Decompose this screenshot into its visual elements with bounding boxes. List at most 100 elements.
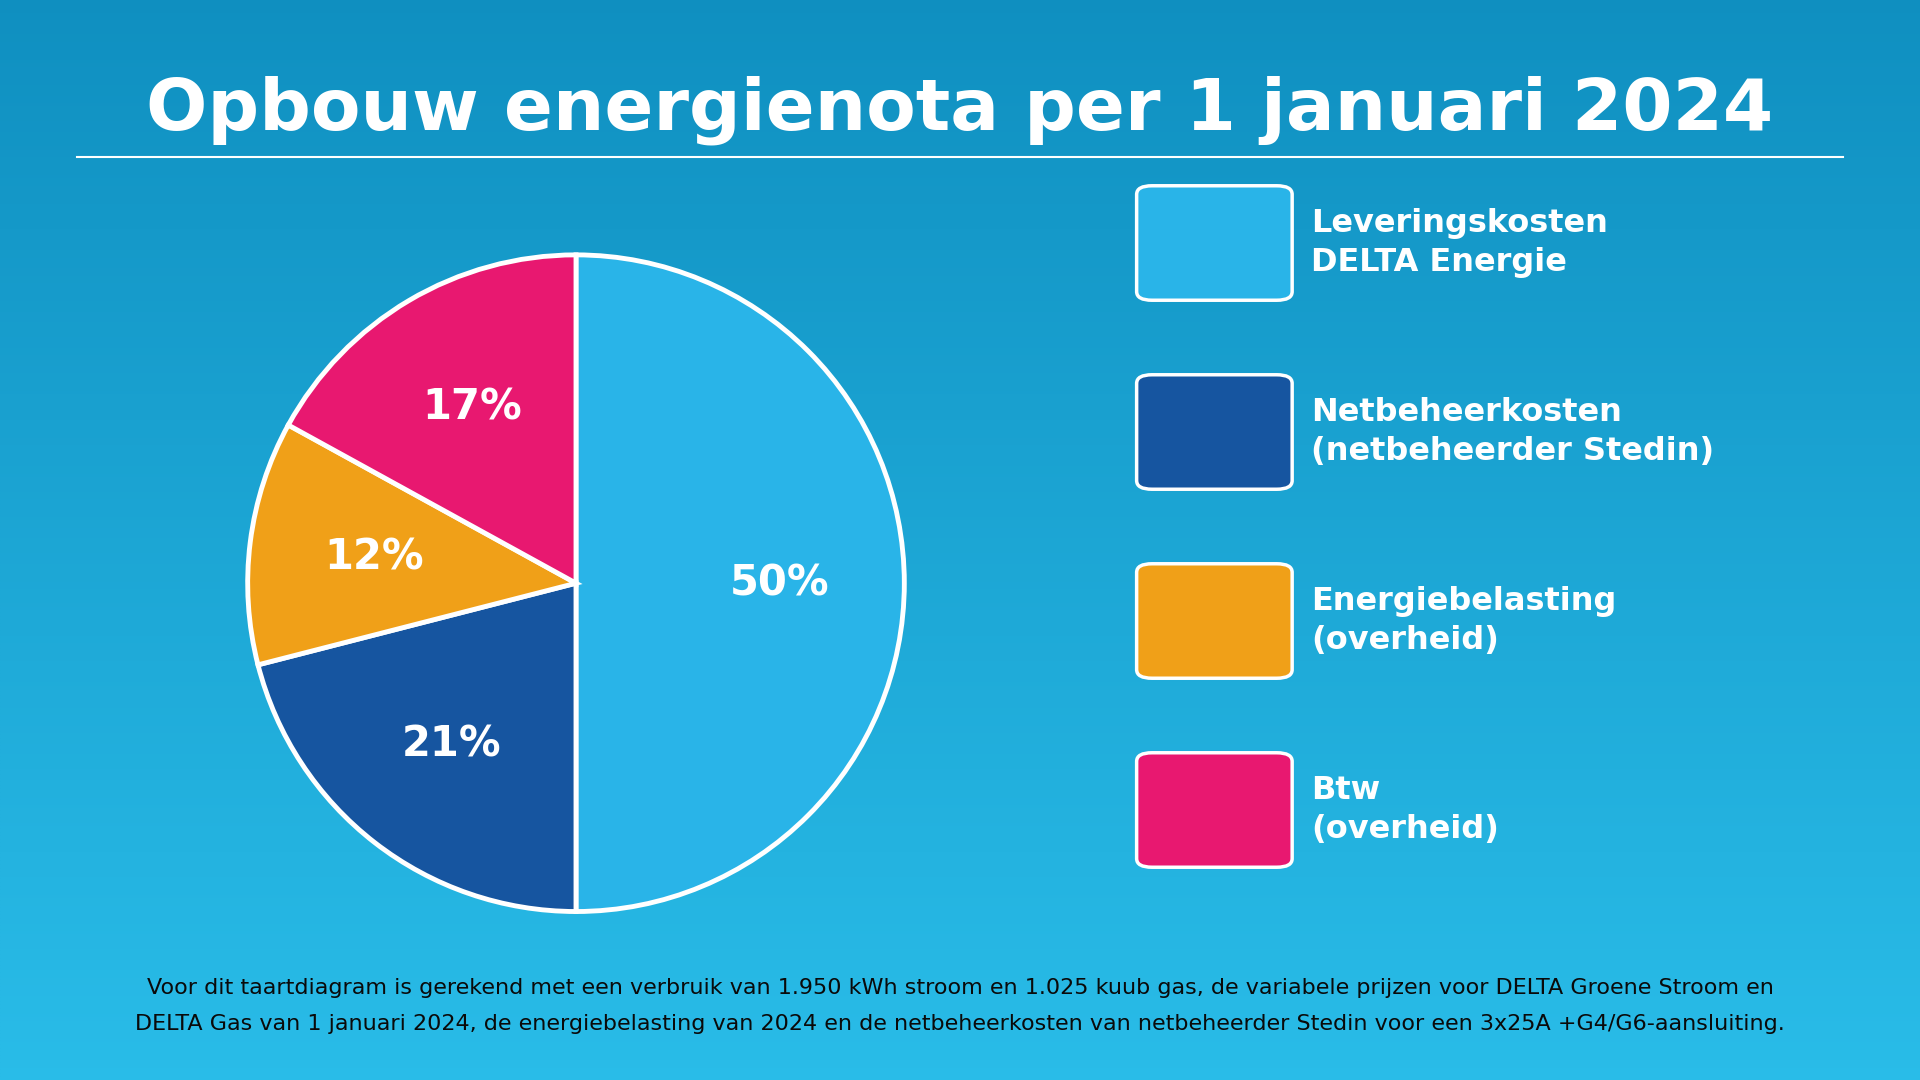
Text: Opbouw energienota per 1 januari 2024: Opbouw energienota per 1 januari 2024 bbox=[146, 76, 1774, 145]
Bar bbox=[0, 583, 1920, 586]
Bar bbox=[0, 522, 1920, 526]
Bar bbox=[0, 194, 1920, 198]
Bar bbox=[0, 597, 1920, 602]
Bar bbox=[0, 435, 1920, 440]
Bar bbox=[0, 1077, 1920, 1080]
Bar bbox=[0, 832, 1920, 835]
Bar bbox=[0, 605, 1920, 608]
Bar bbox=[0, 532, 1920, 537]
Bar bbox=[0, 1037, 1920, 1040]
Bar bbox=[0, 651, 1920, 656]
Bar bbox=[0, 1058, 1920, 1062]
Bar bbox=[0, 540, 1920, 543]
Bar bbox=[0, 478, 1920, 483]
Bar bbox=[0, 591, 1920, 594]
Bar bbox=[0, 691, 1920, 694]
Bar bbox=[0, 554, 1920, 558]
Bar bbox=[0, 637, 1920, 640]
Bar bbox=[0, 893, 1920, 896]
Bar bbox=[0, 32, 1920, 36]
Bar bbox=[0, 756, 1920, 759]
Bar bbox=[0, 1044, 1920, 1048]
Bar bbox=[0, 256, 1920, 259]
Text: 21%: 21% bbox=[401, 723, 501, 765]
Bar bbox=[0, 835, 1920, 839]
Bar bbox=[0, 36, 1920, 40]
Bar bbox=[0, 421, 1920, 424]
Bar bbox=[0, 896, 1920, 900]
Bar bbox=[0, 1051, 1920, 1055]
Bar bbox=[0, 324, 1920, 327]
Bar bbox=[0, 759, 1920, 764]
Bar bbox=[0, 720, 1920, 724]
Bar bbox=[0, 205, 1920, 208]
Bar bbox=[0, 586, 1920, 591]
Bar bbox=[0, 640, 1920, 645]
Bar bbox=[0, 745, 1920, 748]
Bar bbox=[0, 364, 1920, 367]
Bar bbox=[0, 288, 1920, 292]
Bar bbox=[0, 504, 1920, 508]
Bar bbox=[0, 375, 1920, 378]
Bar bbox=[0, 716, 1920, 720]
Bar bbox=[0, 342, 1920, 346]
Bar bbox=[0, 108, 1920, 111]
Bar bbox=[0, 151, 1920, 154]
Bar bbox=[0, 1001, 1920, 1004]
Bar bbox=[0, 1066, 1920, 1069]
Bar bbox=[0, 907, 1920, 910]
Bar bbox=[0, 742, 1920, 745]
Bar bbox=[0, 94, 1920, 97]
Bar bbox=[0, 630, 1920, 634]
Bar bbox=[0, 886, 1920, 889]
Bar bbox=[0, 227, 1920, 230]
Bar bbox=[0, 292, 1920, 295]
Bar bbox=[0, 748, 1920, 753]
Bar bbox=[0, 130, 1920, 133]
Bar bbox=[0, 986, 1920, 990]
Bar bbox=[0, 612, 1920, 616]
Bar bbox=[0, 648, 1920, 651]
Bar bbox=[0, 116, 1920, 119]
Bar bbox=[0, 144, 1920, 148]
Bar bbox=[0, 656, 1920, 659]
Bar bbox=[0, 396, 1920, 400]
Bar bbox=[0, 958, 1920, 961]
Bar bbox=[0, 878, 1920, 882]
Bar bbox=[0, 670, 1920, 673]
Bar bbox=[0, 980, 1920, 983]
Bar bbox=[0, 90, 1920, 94]
Bar bbox=[0, 767, 1920, 770]
Bar bbox=[0, 170, 1920, 173]
Bar bbox=[0, 565, 1920, 569]
Bar bbox=[0, 494, 1920, 497]
Bar bbox=[0, 518, 1920, 522]
Bar bbox=[0, 926, 1920, 929]
Bar bbox=[0, 810, 1920, 813]
Bar bbox=[0, 83, 1920, 86]
Bar bbox=[0, 79, 1920, 83]
Bar bbox=[0, 569, 1920, 572]
Bar bbox=[0, 489, 1920, 494]
Wedge shape bbox=[576, 255, 904, 912]
Bar bbox=[0, 22, 1920, 25]
Bar bbox=[0, 738, 1920, 742]
Bar bbox=[0, 306, 1920, 310]
Bar bbox=[0, 821, 1920, 824]
Bar bbox=[0, 900, 1920, 904]
Bar bbox=[0, 731, 1920, 734]
Bar bbox=[0, 230, 1920, 234]
Bar bbox=[0, 29, 1920, 32]
Bar bbox=[0, 273, 1920, 278]
Bar bbox=[0, 11, 1920, 14]
Bar bbox=[0, 753, 1920, 756]
Bar bbox=[0, 295, 1920, 299]
Bar bbox=[0, 543, 1920, 548]
Bar bbox=[0, 623, 1920, 626]
Bar bbox=[0, 62, 1920, 65]
Bar bbox=[0, 316, 1920, 321]
Bar bbox=[0, 25, 1920, 29]
Bar bbox=[0, 699, 1920, 702]
Bar bbox=[0, 727, 1920, 731]
Bar bbox=[0, 97, 1920, 100]
